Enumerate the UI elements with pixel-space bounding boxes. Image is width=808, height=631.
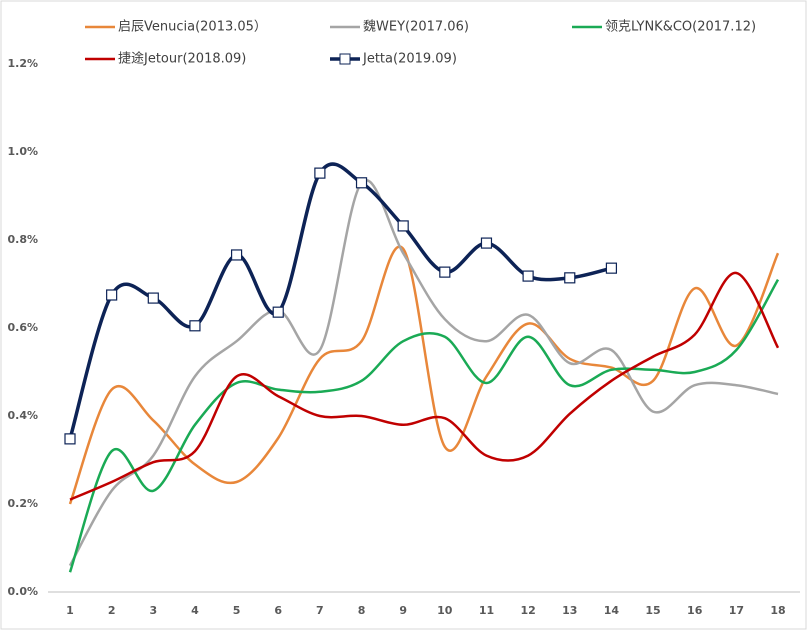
y-tick-label: 0.6% (7, 321, 38, 334)
x-tick-label: 14 (604, 604, 620, 617)
x-tick-label: 17 (729, 604, 744, 617)
x-tick-label: 1 (66, 604, 74, 617)
y-tick-label: 0.0% (7, 585, 38, 598)
x-tick-label: 10 (437, 604, 453, 617)
point-marker (147, 292, 159, 304)
series-line (68, 278, 780, 573)
x-tick-label: 3 (149, 604, 157, 617)
x-tick-label: 8 (358, 604, 366, 617)
x-tick-label: 11 (479, 604, 494, 617)
point-marker (64, 433, 76, 445)
x-tick-label: 6 (274, 604, 282, 617)
x-tick-label: 13 (562, 604, 577, 617)
point-marker (439, 266, 451, 278)
point-marker (230, 249, 243, 261)
x-tick-label: 4 (191, 604, 199, 617)
point-marker (355, 177, 368, 189)
x-tick-label: 9 (399, 604, 407, 617)
legend-marker (339, 53, 351, 65)
point-marker (272, 306, 284, 318)
x-tick-label: 7 (316, 604, 324, 617)
x-tick-label: 18 (770, 604, 785, 617)
legend-label: Jetta(2019.09) (362, 52, 457, 67)
point-marker (605, 262, 618, 274)
x-tick-label: 2 (108, 604, 116, 617)
x-tick-label: 16 (687, 604, 703, 617)
legend-label: 领克LYNK&CO(2017.12) (605, 20, 756, 35)
series-line (69, 271, 780, 501)
y-tick-label: 0.8% (7, 233, 38, 246)
y-tick-label: 1.0% (7, 145, 38, 158)
point-marker (522, 270, 534, 282)
legend-label: 魏WEY(2017.06) (363, 20, 469, 35)
point-marker (564, 272, 576, 284)
point-marker (314, 167, 326, 179)
x-tick-label: 5 (233, 604, 241, 617)
series-line (68, 179, 779, 567)
x-tick-label: 15 (645, 604, 660, 617)
legend-label: 启辰Venucia(2013.05） (118, 20, 267, 35)
y-tick-label: 0.4% (7, 409, 38, 422)
y-tick-label: 0.2% (7, 497, 38, 510)
legend-label: 捷途Jetour(2018.09) (118, 51, 246, 67)
series-line (68, 245, 780, 505)
point-marker (106, 289, 118, 301)
point-marker (397, 220, 409, 232)
x-tick-label: 12 (520, 604, 535, 617)
y-tick-label: 1.2% (7, 57, 38, 70)
point-marker (480, 237, 493, 249)
point-marker (189, 320, 201, 332)
